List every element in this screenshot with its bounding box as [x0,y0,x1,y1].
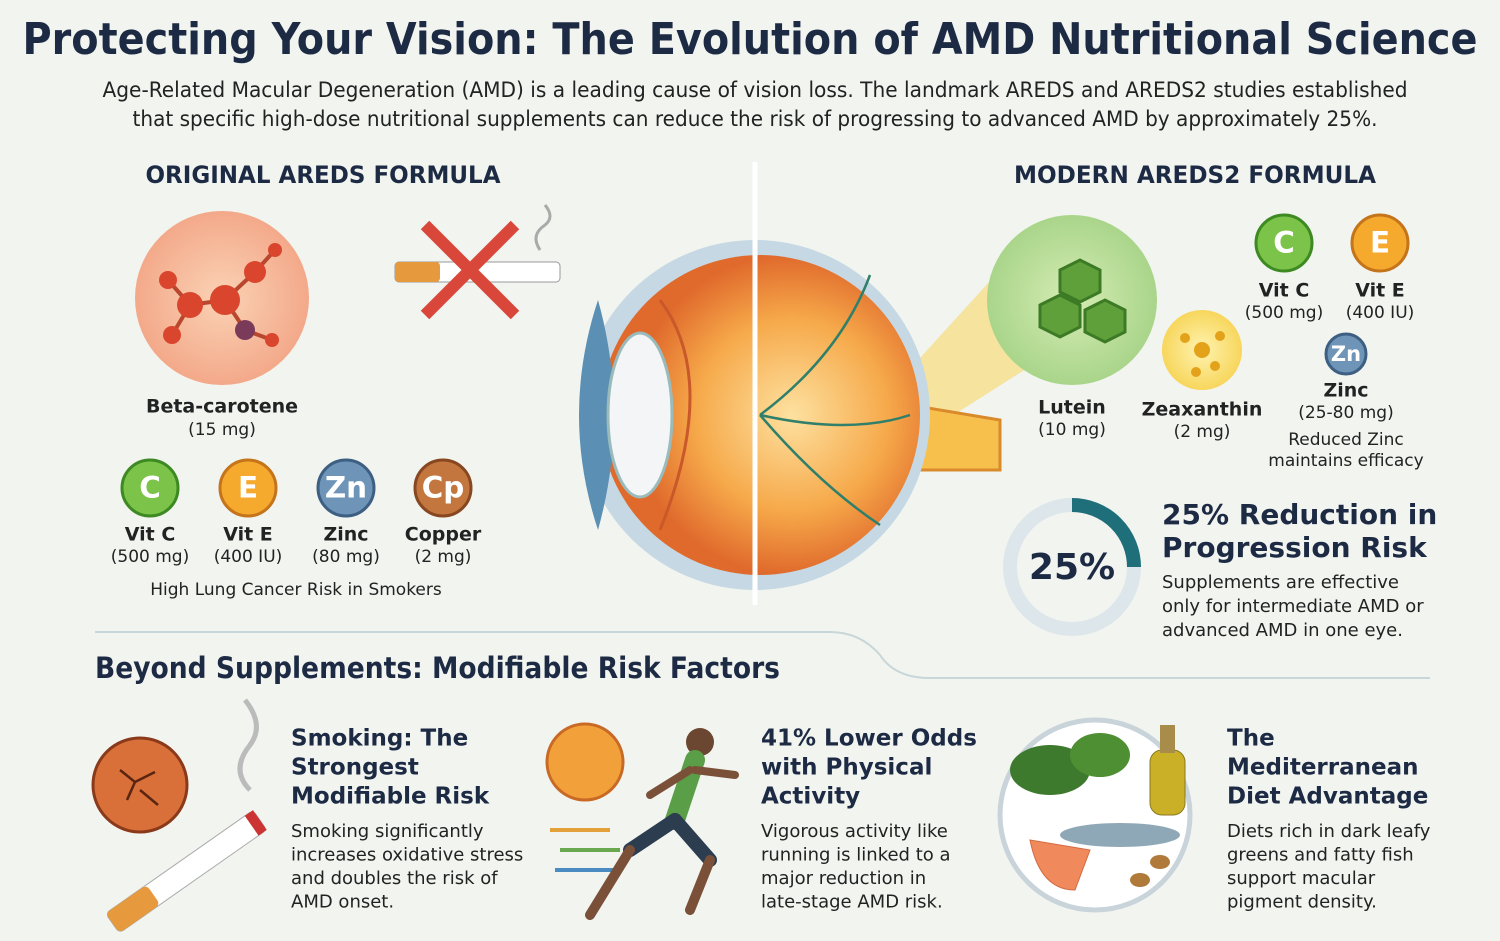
badges: C E Zn Cp C E Zn [120,213,1410,518]
nutrient-symbol: E [238,471,258,505]
illustrations [91,162,1430,932]
factor-text: Diets rich in dark leafy [1227,821,1431,842]
note-line: maintains efficacy [1268,451,1423,471]
divider [95,631,1430,679]
nutrient-badge [120,458,180,518]
nutrient-name: Lutein [1038,397,1106,419]
nutrient-badge [1254,213,1314,273]
retina-icon [545,722,625,802]
runner-icon [585,728,739,920]
stat-text: only for intermediate AMD or [1162,596,1424,617]
nutrient-dose: (25-80 mg) [1298,403,1393,423]
nutrient-name: Vit E [1355,280,1405,302]
nutrient-dose: (500 mg) [111,547,189,567]
nutrient-name: Vit C [1259,280,1310,302]
stat-text: advanced AMD in one eye. [1162,620,1403,641]
factor-text: pigment density. [1227,892,1377,913]
nutrient-name: Vit C [125,524,176,546]
nutrient-dose: (2 mg) [415,547,472,567]
factor-text: AMD onset. [291,892,394,913]
factor-title: 41% Lower Odds [761,726,977,752]
nutrient-dose: (400 IU) [1346,303,1415,323]
ring-arc [1071,498,1141,568]
texts: Protecting Your Vision: The Evolution of… [23,14,1478,913]
factor-text: late-stage AMD risk. [761,892,943,913]
factor-title: Activity [761,784,860,810]
nutrient-symbol: C [1273,226,1295,260]
factor-text: running is linked to a [761,845,951,866]
nutrient-badge [1350,213,1410,273]
factor-text: Smoking significantly [291,821,484,842]
factor-text: major reduction in [761,868,926,889]
nutrient-dose: (2 mg) [1174,422,1231,442]
factor-text: and doubles the risk of [291,868,498,889]
factor-text: increases oxidative stress [291,845,523,866]
factor-title: Smoking: The [291,726,468,752]
nutrient-symbol: Cp [422,471,465,505]
nutrient-dose: (15 mg) [188,420,256,440]
intro-line: that specific high-dose nutritional supp… [133,107,1378,131]
stat-text: Supplements are effective [1162,572,1399,593]
section-heading: MODERN AREDS2 FORMULA [1014,161,1376,189]
factor-title: Diet Advantage [1227,784,1428,810]
factor-title: Mediterranean [1227,755,1419,781]
nutrient-name: Zeaxanthin [1142,399,1263,421]
section-heading: Beyond Supplements: Modifiable Risk Fact… [95,651,780,685]
nutrient-symbol: E [1370,226,1390,260]
nutrient-name: Vit E [223,524,273,546]
section-heading: ORIGINAL AREDS FORMULA [146,161,501,189]
factor-text: greens and fatty fish [1227,845,1414,866]
factor-text: Vigorous activity like [761,821,948,842]
damaged-retina-icon [91,736,189,834]
nutrient-symbol: Zn [1331,342,1361,366]
warning-note: High Lung Cancer Risk in Smokers [150,580,442,600]
nutrient-badge [413,458,473,518]
nutrient-dose: (500 mg) [1245,303,1323,323]
nutrient-dose: (80 mg) [312,547,380,567]
nutrient-name: Beta-carotene [146,396,298,418]
note-line: Reduced Zinc [1288,430,1404,450]
nutrient-symbol: Zn [325,471,367,505]
intro-line: Age-Related Macular Degeneration (AMD) i… [103,78,1408,102]
nutrient-name: Zinc [1323,380,1368,402]
stat-heading: Progression Risk [1162,531,1428,564]
ring-label: 25% [1029,547,1115,588]
nutrient-badge [316,458,376,518]
stat-heading: 25% Reduction in [1162,498,1437,531]
title: Protecting Your Vision: The Evolution of… [23,14,1478,65]
nutrient-badge [218,458,278,518]
factor-title: with Physical [761,755,932,781]
factor-text: support macular [1227,868,1376,889]
factor-title: Strongest [291,755,419,781]
factor-title: The [1227,726,1275,752]
nutrient-badge [1324,332,1368,376]
nutrient-name: Zinc [323,524,368,546]
nutrient-dose: (10 mg) [1038,420,1106,440]
nutrient-symbol: C [139,471,161,505]
nutrient-name: Copper [405,524,482,546]
factor-title: Modifiable Risk [291,784,490,810]
nutrient-dose: (400 IU) [214,547,283,567]
